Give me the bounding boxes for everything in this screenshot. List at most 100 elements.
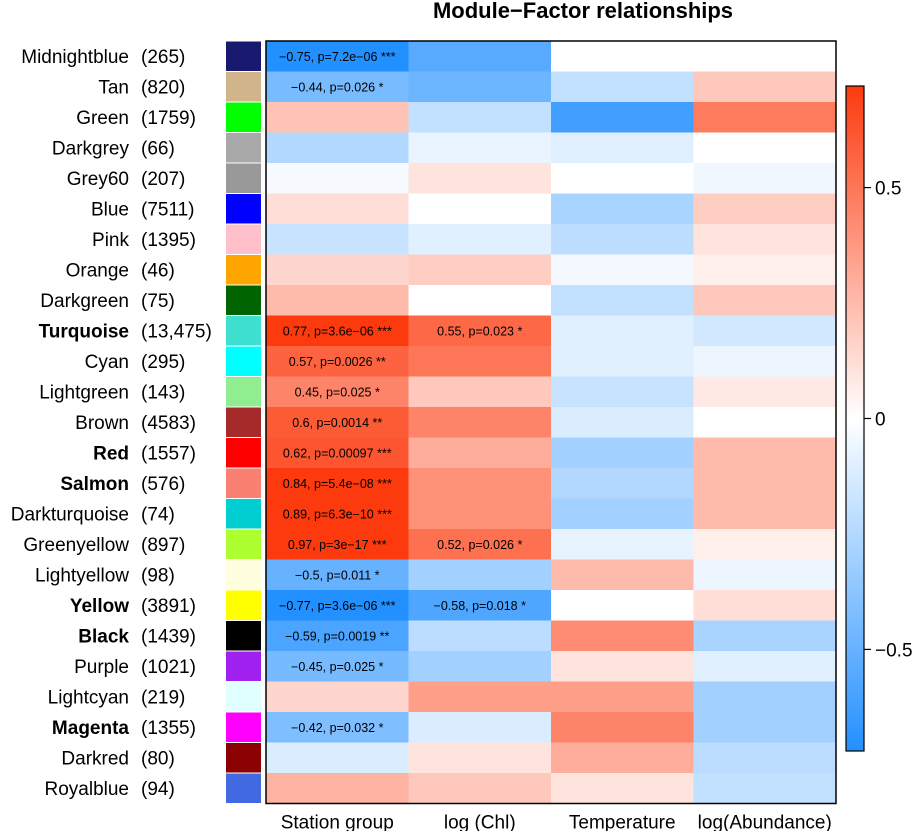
cell-yellow-4 [693, 590, 837, 621]
cell-turquoise-2 [408, 315, 552, 347]
row-label-green: Green [76, 108, 129, 129]
row-label-darkgreen: Darkgreen [40, 291, 129, 312]
cell-magenta-3 [551, 712, 694, 743]
row-label-darkgrey: Darkgrey [52, 138, 130, 159]
row-count-green: (1759) [141, 108, 196, 129]
cell-darkturquoise-1 [266, 498, 409, 530]
row-label-pink: Pink [92, 230, 129, 251]
cell-salmon-1 [266, 468, 409, 499]
row-count-pink: (1395) [141, 230, 196, 251]
cell-black-3 [551, 620, 694, 652]
cell-royalblue-4 [693, 773, 837, 804]
cell-royalblue-3 [551, 773, 694, 804]
cell-orange-1 [266, 254, 409, 286]
row-count-red: (1557) [141, 443, 196, 464]
cell-label-darkturquoise-1: 0.89, p=6.3e−10 *** [283, 507, 392, 521]
swatch-midnightblue [226, 41, 261, 71]
cell-cyan-3 [551, 346, 694, 377]
cell-cyan-2 [408, 346, 552, 377]
row-count-purple: (1021) [141, 657, 196, 678]
row-count-darkred: (80) [141, 748, 175, 769]
column-label-2: log (Chl) [444, 813, 516, 831]
colorbar-tick-label-1: 0.5 [875, 179, 901, 200]
swatch-magenta [226, 712, 261, 742]
cell-label-red-1: 0.62, p=0.00097 *** [283, 446, 392, 460]
row-count-lightcyan: (219) [141, 687, 185, 708]
cell-darkgrey-3 [551, 132, 694, 164]
swatch-cyan [226, 346, 261, 376]
swatch-darkturquoise [226, 499, 261, 529]
swatch-purple [226, 651, 261, 681]
column-label-4: log(Abundance) [698, 813, 832, 831]
cell-green-3 [551, 102, 694, 133]
cell-pink-3 [551, 224, 694, 255]
cell-red-3 [551, 437, 694, 469]
cell-label-greenyellow-2: 0.52, p=0.026 * [437, 538, 522, 552]
cell-royalblue-1 [266, 773, 409, 804]
row-label-tan: Tan [98, 77, 129, 98]
row-label-black: Black [78, 626, 129, 647]
column-labels: Station group log (Chl) Temperature log(Abu… [281, 813, 832, 831]
cell-pink-4 [693, 224, 837, 255]
row-count-orange: (46) [141, 260, 175, 281]
cell-darkgreen-1 [266, 285, 409, 316]
swatch-lightgreen [226, 377, 261, 407]
cell-label-yellow-2: −0.58, p=0.018 * [434, 599, 527, 613]
cell-magenta-4 [693, 712, 837, 743]
cell-blue-3 [551, 193, 694, 225]
swatch-lightyellow [226, 560, 261, 590]
cell-purple-1 [266, 651, 409, 682]
colorbar-tick-label-2: 0 [875, 410, 886, 431]
cell-yellow-2 [408, 590, 552, 621]
row-count-midnightblue: (265) [141, 47, 185, 68]
cell-label-lightyellow-1: −0.5, p=0.011 * [295, 568, 380, 582]
row-count-royalblue: (94) [141, 779, 175, 800]
swatch-yellow [226, 590, 261, 620]
cell-label-yellow-1: −0.77, p=3.6e−06 *** [279, 599, 396, 613]
cell-purple-2 [408, 651, 552, 682]
cell-red-1 [266, 437, 409, 469]
cell-brown-3 [551, 407, 694, 438]
module-color-swatches [226, 41, 261, 803]
cell-lightyellow-3 [551, 559, 694, 591]
column-label-1: Station group [281, 813, 394, 831]
colorbar-gradient [845, 85, 865, 752]
cell-label-black-1: −0.59, p=0.0019 ** [285, 629, 389, 643]
cell-purple-3 [551, 651, 694, 682]
row-label-darkred: Darkred [61, 748, 129, 769]
cell-darkgrey-4 [693, 132, 837, 164]
row-count-lightyellow: (98) [141, 565, 175, 586]
cell-lightyellow-4 [693, 559, 837, 591]
cell-darkred-3 [551, 742, 694, 774]
row-label-lightcyan: Lightcyan [48, 687, 129, 708]
cell-darkturquoise-2 [408, 498, 552, 530]
cell-label-purple-1: −0.45, p=0.025 * [291, 660, 384, 674]
cell-blue-1 [266, 193, 409, 225]
cell-salmon-4 [693, 468, 837, 499]
swatch-tan [226, 72, 261, 102]
cell-label-midnightblue-1: −0.75, p=7.2e−06 *** [279, 50, 396, 64]
cell-green-2 [408, 102, 552, 133]
row-label-blue: Blue [91, 199, 129, 220]
swatch-darkgrey [226, 133, 261, 163]
cell-brown-1 [266, 407, 409, 438]
row-count-blue: (7511) [141, 199, 195, 220]
cell-lightcyan-2 [408, 681, 552, 713]
cell-label-brown-1: 0.6, p=0.0014 ** [292, 416, 382, 430]
cell-darkgreen-2 [408, 285, 552, 316]
row-label-royalblue: Royalblue [45, 779, 130, 800]
cell-tan-3 [551, 71, 694, 103]
row-label-yellow: Yellow [70, 596, 129, 617]
row-count-lightgreen: (143) [141, 382, 185, 403]
cell-royalblue-2 [408, 773, 552, 804]
cell-turquoise-4 [693, 315, 837, 347]
cell-label-magenta-1: −0.42, p=0.032 * [291, 721, 384, 735]
cell-darkgreen-3 [551, 285, 694, 316]
cell-black-1 [266, 620, 409, 652]
cell-turquoise-1 [266, 315, 409, 347]
swatch-royalblue [226, 773, 261, 803]
swatch-red [226, 438, 261, 468]
cell-darkgrey-1 [266, 132, 409, 164]
cell-lightcyan-3 [551, 681, 694, 713]
